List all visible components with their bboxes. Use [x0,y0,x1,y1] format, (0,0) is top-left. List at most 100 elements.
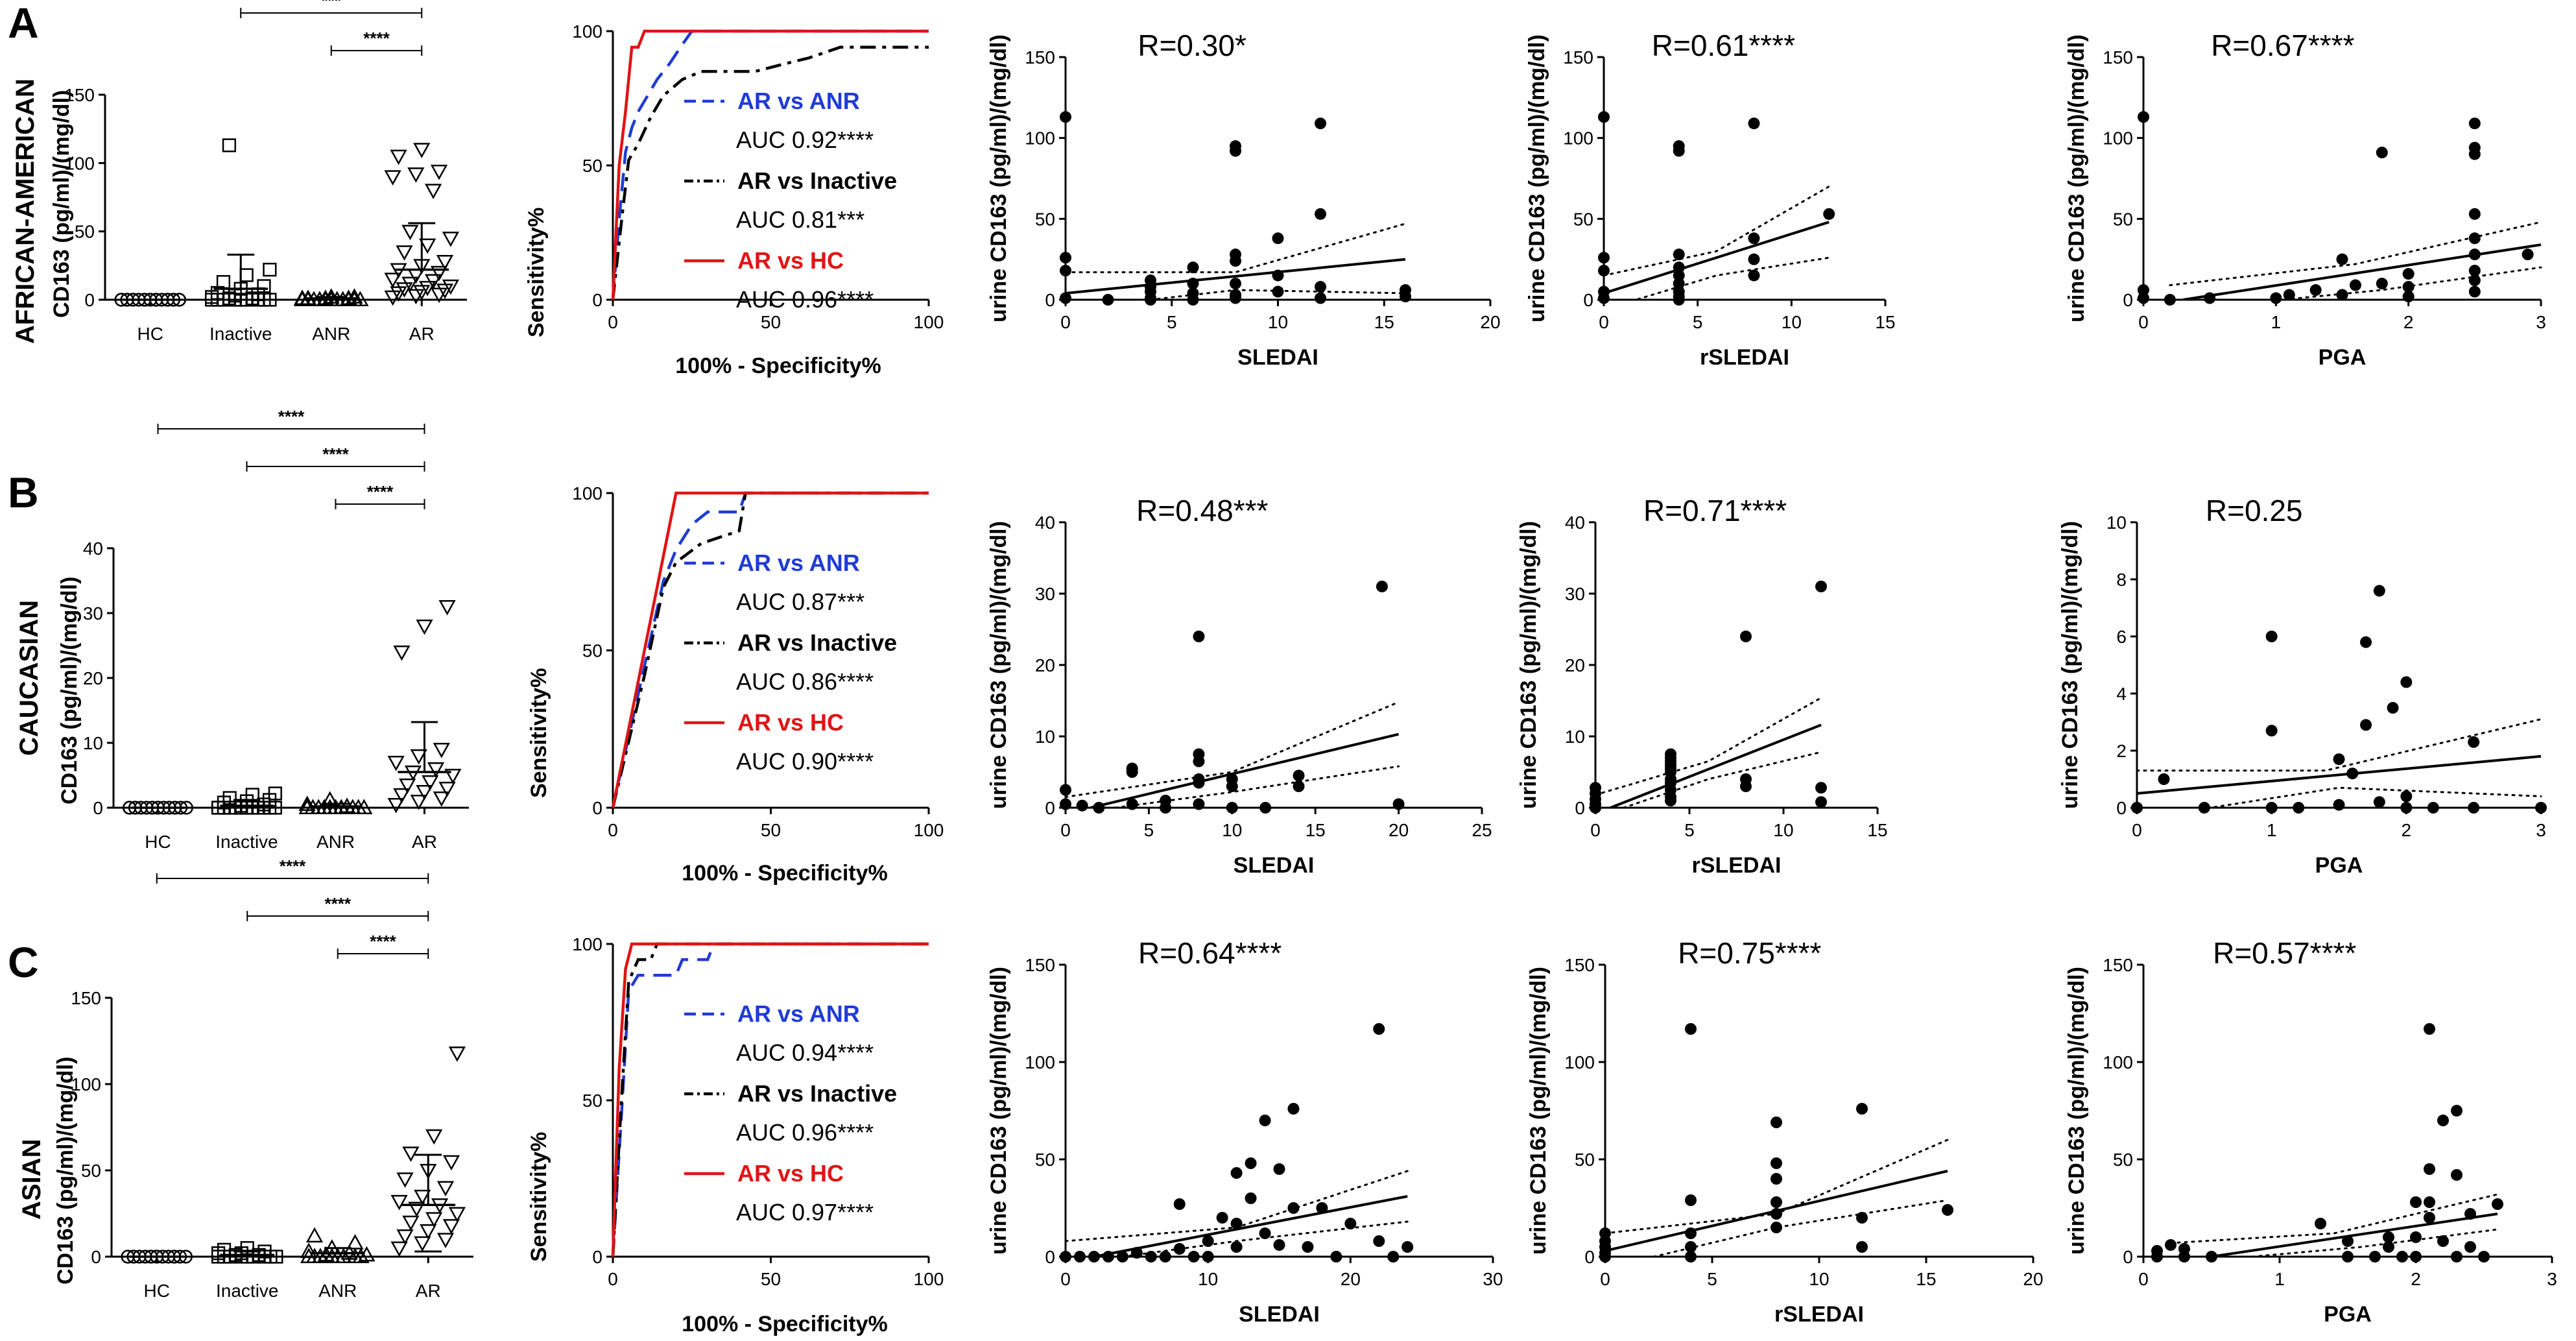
scatter-point [1293,780,1305,792]
dot-point [442,1219,460,1235]
panel-letter-a: A [8,0,39,47]
scatter-x-tick-label: 5 [1144,820,1154,840]
scatter-point [1102,294,1114,306]
scatter-point [2346,767,2359,780]
dot-point [414,1236,431,1252]
scatter-xlabel: rSLEDAI [1692,853,1782,878]
scatter-x-tick-label: 5 [1707,1269,1717,1289]
dot-point [384,272,401,288]
roc-plot: 0 50 100 0 50 100 AR vs ANR AUC 0.94**** AR vs I… [572,934,944,1289]
scatter-r-value: R=0.57**** [2213,936,2356,970]
roc-auc-label: AUC 0.97**** [736,1199,874,1226]
scatter-point [2424,1023,2435,1035]
ci-lower-line [1623,751,1822,808]
roc-xlabel-c: 100% - Specificity% [682,1312,887,1336]
scatter-x-tick-label: 2 [2403,312,2414,332]
scatter-x-tick-label: 15 [1374,312,1394,332]
scatter-x-tick-label: 20 [1480,312,1500,332]
scatter-plot: 0 50 100 150 0 5 10 15 rSLEDAI urine CD163 (pg/ml… [1525,29,1896,370]
roc-curve [611,45,929,300]
scatter-point [1771,1173,1782,1185]
scatter-ylabel: urine CD163 (pg/ml)/(mg/dl) [1525,34,1549,322]
scatter-x-tick-label: 10 [1222,820,1242,840]
scatter-x-tick-label: 25 [1472,820,1492,840]
scatter-point [1316,1202,1328,1214]
scatter-y-tick-label: 0 [1045,1247,1055,1267]
scatter-y-tick-label: 150 [2103,955,2133,975]
scatter-point [2376,278,2388,290]
scatter-y-tick-label: 50 [1575,1150,1595,1170]
scatter-plot: 0 50 100 150 0 1 2 3 PGA urine CD163 (pg/ml)/(mg/… [2064,936,2557,1327]
scatter-point [1771,1222,1782,1233]
scatter-point [2468,736,2480,748]
roc-curve [611,491,929,808]
roc-y-tick-label: 100 [572,934,602,954]
scatter-point [1193,631,1205,642]
scatter-x-tick-label: 3 [2536,312,2546,332]
scatter-point [1673,248,1685,261]
dot-y-tick-label: 50 [75,222,95,242]
dot-category-label: HC [145,832,171,852]
sig-label: **** [325,894,352,913]
scatter-x-tick-label: 2 [2402,820,2412,840]
scatter-point [1748,117,1760,130]
scatter-point [1187,278,1199,290]
scatter-plot: 0 2 4 6 8 10 0 1 2 3 PGA urine CD163 (pg/ml)/(mg/dl… [2058,494,2547,878]
scatter-x-tick-label: 0 [1599,312,1609,332]
group-label-c: ASIAN [18,1139,46,1220]
scatter-point [2383,1231,2394,1243]
scatter-x-tick-label: 1 [2271,312,2282,332]
dot-point [300,1242,318,1259]
ci-upper-line [1604,186,1830,277]
roc-plot: 0 50 100 0 50 100 AR vs ANR AUC 0.87*** AR vs In… [572,483,944,840]
dot-point [425,1129,443,1145]
scatter-point [1685,1227,1697,1239]
scatter-point [2376,147,2388,159]
roc-curve [611,491,929,808]
dot-point [420,1224,437,1240]
scatter-point [1599,1251,1611,1262]
scatter-y-tick-label: 8 [2116,570,2127,590]
dot-point [416,619,433,635]
roc-auc-label: AUC 0.96**** [736,286,874,313]
dot-y-tick-label: 10 [83,733,103,753]
scatter-point [2333,753,2345,766]
scatter-point [1230,292,1241,304]
scatter-point [2427,802,2439,814]
scatter-ylabel: urine CD163 (pg/ml)/(mg/dl) [2064,967,2089,1255]
dot-point [401,276,419,293]
roc-y-tick-label: 50 [582,1091,602,1111]
scatter-r-value: R=0.61**** [1652,29,1795,62]
scatter-x-tick-label: 0 [1060,312,1071,332]
dot-y-tick-label: 100 [71,1074,101,1094]
scatter-point [1673,145,1685,157]
dot-category-label: HC [144,1281,170,1301]
dot-point [401,224,419,241]
scatter-point [2336,289,2348,301]
dot-point [436,1233,455,1248]
scatter-x-tick-label: 10 [1268,312,1288,332]
sig-label: **** [280,856,306,876]
scatter-point [1771,1196,1782,1208]
scatter-point [2468,802,2480,814]
scatter-point [1598,292,1610,304]
scatter-y-tick-label: 100 [1025,128,1055,149]
scatter-xlabel: PGA [2315,853,2363,878]
dot-category-label: Inactive [215,832,278,852]
ci-upper-line [1066,701,1400,798]
scatter-y-tick-label: 50 [1035,1150,1055,1170]
scatter-point [2342,1251,2354,1262]
scatter-r-value: R=0.48*** [1136,494,1268,527]
scatter-point [2451,1105,2463,1117]
scatter-point [1230,278,1241,290]
dot-point [384,170,401,186]
scatter-point [2468,232,2481,245]
dot-ylabel-b: CD163 (pg/ml)/(mg/dl) [57,577,82,804]
scatter-point [2468,148,2481,160]
scatter-xlabel: SLEDAI [1234,853,1315,878]
dot-category-label: ANR [318,1281,357,1301]
roc-curve [611,29,929,300]
sig-label: **** [370,932,396,951]
scatter-point [1685,1241,1697,1253]
